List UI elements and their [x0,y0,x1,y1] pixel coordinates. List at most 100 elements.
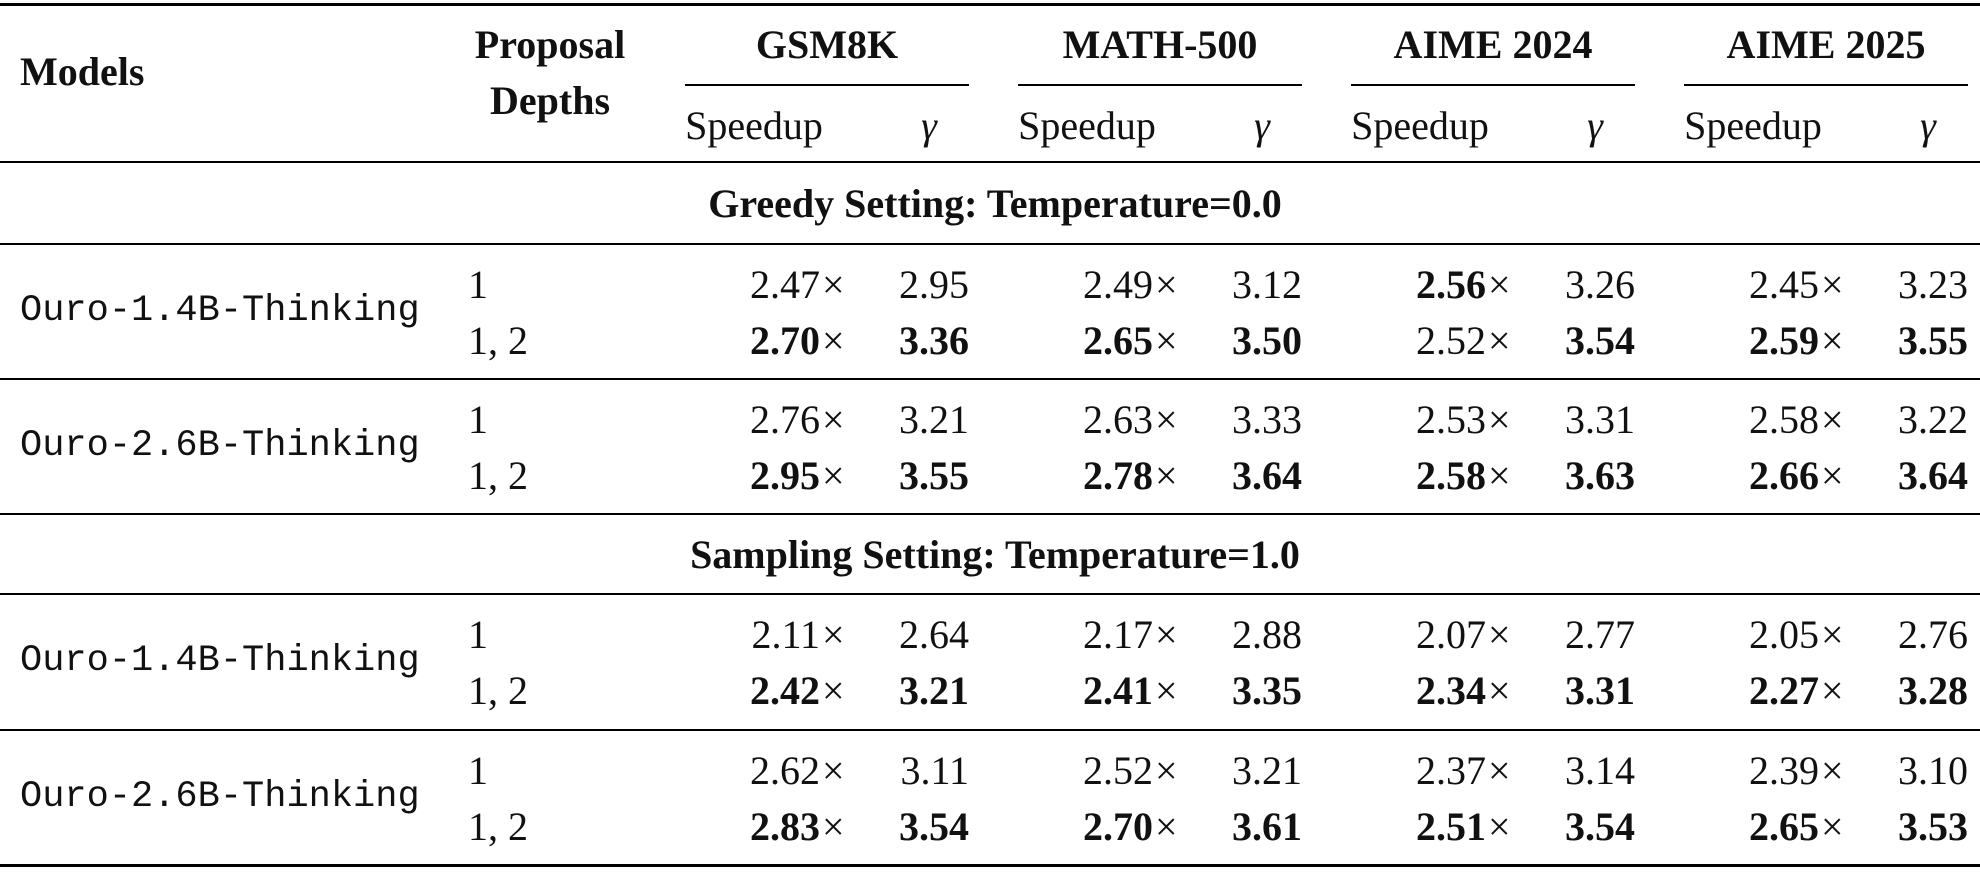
times-symbol: × [1488,804,1511,849]
speedup-value: 2.63 [1083,397,1153,442]
cmidrule-gsm8k [685,84,969,86]
gamma-value: 3.61 [1232,804,1302,849]
times-symbol: × [1821,397,1844,442]
bottom-rule [0,864,1980,867]
times-symbol: × [1155,612,1178,657]
speedup-value: 2.47 [750,262,820,307]
model-name: Ouro-1.4B-Thinking [20,640,420,682]
gamma-value: 3.50 [1232,318,1302,363]
speedup-value: 2.83 [750,804,820,849]
section-title-sampling: Sampling Setting: Temperature=1.0 [690,532,1300,577]
times-symbol: × [1488,318,1511,363]
gamma-value: 3.64 [1232,453,1302,498]
proposal-depths-header-line1: Proposal [474,22,626,67]
speedup-value: 2.07 [1416,612,1486,657]
gamma-value: 3.12 [1232,262,1302,307]
gamma-value: 3.26 [1565,262,1635,307]
speedup-value: 2.41 [1083,668,1153,713]
speedup-value: 2.42 [750,668,820,713]
times-symbol: × [1155,318,1178,363]
group-rule [0,729,1980,731]
gamma-value: 2.76 [1898,612,1968,657]
times-symbol: × [1488,397,1511,442]
speedup-subheader: Speedup [1018,103,1156,148]
speedup-value: 2.70 [1083,804,1153,849]
gamma-value: 3.31 [1565,397,1635,442]
times-symbol: × [822,262,845,307]
section-title-greedy: Greedy Setting: Temperature=0.0 [708,181,1282,226]
cmidrule-math500 [1018,84,1302,86]
speedup-value: 2.58 [1416,453,1486,498]
proposal-depth: 1, 2 [468,318,528,363]
speedup-value: 2.62 [750,748,820,793]
speedup-value: 2.39 [1749,748,1819,793]
model-name: Ouro-2.6B-Thinking [20,776,420,818]
times-symbol: × [1155,748,1178,793]
section-rule-sampling [0,593,1980,595]
gamma-subheader: γ [921,103,937,148]
speedup-value: 2.27 [1749,668,1819,713]
gamma-value: 3.10 [1898,748,1968,793]
times-symbol: × [822,612,845,657]
times-symbol: × [822,748,845,793]
benchmark-header-math500: MATH-500 [1062,22,1258,67]
speedup-subheader: Speedup [685,103,823,148]
gamma-value: 3.21 [1232,748,1302,793]
benchmark-header-aime2025: AIME 2025 [1726,22,1926,67]
gamma-subheader: γ [1254,103,1270,148]
proposal-depths-header-line2: Depths [489,78,611,123]
gamma-value: 3.63 [1565,453,1635,498]
speedup-value: 2.95 [750,453,820,498]
times-symbol: × [1488,612,1511,657]
gamma-value: 2.95 [899,262,969,307]
cmidrule-aime2024 [1351,84,1635,86]
speedup-value: 2.66 [1749,453,1819,498]
top-rule [0,3,1980,6]
gamma-value: 3.22 [1898,397,1968,442]
times-symbol: × [1821,748,1844,793]
proposal-depth: 1, 2 [468,668,528,713]
times-symbol: × [1155,453,1178,498]
gamma-value: 3.21 [899,397,969,442]
speedup-value: 2.05 [1749,612,1819,657]
gamma-value: 2.64 [899,612,969,657]
proposal-depth: 1 [468,397,488,442]
times-symbol: × [1155,262,1178,307]
speedup-value: 2.65 [1083,318,1153,363]
times-symbol: × [1155,668,1178,713]
gamma-value: 2.88 [1232,612,1302,657]
gamma-value: 3.55 [899,453,969,498]
gamma-value: 3.11 [900,748,969,793]
gamma-value: 3.64 [1898,453,1968,498]
proposal-depth: 1 [468,612,488,657]
times-symbol: × [822,397,845,442]
times-symbol: × [1821,262,1844,307]
header-rule [0,161,1980,163]
speedup-value: 2.37 [1416,748,1486,793]
model-name: Ouro-2.6B-Thinking [20,425,420,467]
gamma-value: 3.21 [899,668,969,713]
times-symbol: × [822,804,845,849]
gamma-value: 3.54 [899,804,969,849]
speedup-value: 2.58 [1749,397,1819,442]
times-symbol: × [1155,397,1178,442]
model-name: Ouro-1.4B-Thinking [20,290,420,332]
benchmark-header-aime2024: AIME 2024 [1393,22,1593,67]
gamma-value: 3.33 [1232,397,1302,442]
cmidrule-aime2025 [1684,84,1968,86]
gamma-value: 3.54 [1565,318,1635,363]
speedup-value: 2.11 [751,612,820,657]
proposal-depth: 1, 2 [468,453,528,498]
speedup-value: 2.65 [1749,804,1819,849]
times-symbol: × [822,668,845,713]
speedup-value: 2.51 [1416,804,1486,849]
speedup-value: 2.34 [1416,668,1486,713]
times-symbol: × [1488,262,1511,307]
speedup-value: 2.45 [1749,262,1819,307]
gamma-value: 3.31 [1565,668,1635,713]
proposal-depth: 1 [468,262,488,307]
gamma-value: 3.23 [1898,262,1968,307]
speedup-subheader: Speedup [1684,103,1822,148]
gamma-value: 3.55 [1898,318,1968,363]
gamma-subheader: γ [1587,103,1603,148]
